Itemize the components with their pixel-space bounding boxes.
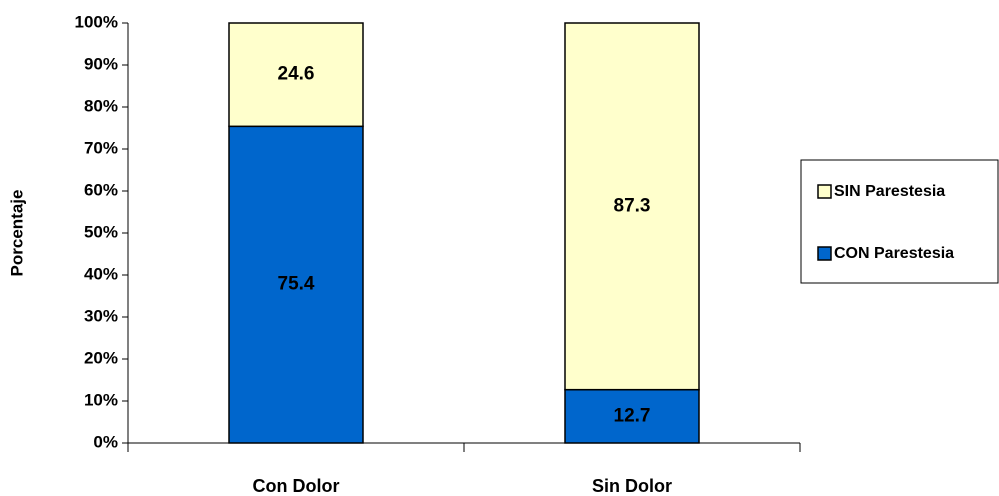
legend-swatch bbox=[817, 246, 832, 261]
y-tick-label: 0% bbox=[93, 432, 118, 451]
x-tick-label: Con Dolor bbox=[253, 476, 340, 496]
y-axis-label: Porcentaje bbox=[7, 190, 26, 277]
x-tick-label: Sin Dolor bbox=[592, 476, 672, 496]
y-tick-label: 50% bbox=[84, 222, 118, 241]
data-label: 24.6 bbox=[278, 64, 315, 85]
legend-box bbox=[800, 159, 999, 284]
data-label: 87.3 bbox=[614, 195, 651, 216]
y-tick-label: 30% bbox=[84, 306, 118, 325]
y-tick-label: 70% bbox=[84, 138, 118, 157]
y-tick-label: 90% bbox=[84, 54, 118, 73]
bar-segment bbox=[564, 22, 700, 391]
legend-swatch bbox=[817, 184, 832, 199]
legend-label: CON Parestesia bbox=[834, 245, 954, 262]
bar-segment bbox=[228, 22, 364, 128]
data-label: 75.4 bbox=[278, 274, 315, 295]
y-tick-label: 60% bbox=[84, 180, 118, 199]
y-tick-label: 40% bbox=[84, 264, 118, 283]
bar-segment bbox=[564, 388, 700, 444]
y-tick-label: 80% bbox=[84, 96, 118, 115]
bar-segment bbox=[228, 125, 364, 444]
y-tick-label: 10% bbox=[84, 390, 118, 409]
y-tick-label: 20% bbox=[84, 348, 118, 367]
data-label: 12.7 bbox=[614, 405, 651, 426]
legend-label: SIN Parestesia bbox=[834, 183, 945, 200]
y-tick-label: 100% bbox=[75, 12, 118, 31]
